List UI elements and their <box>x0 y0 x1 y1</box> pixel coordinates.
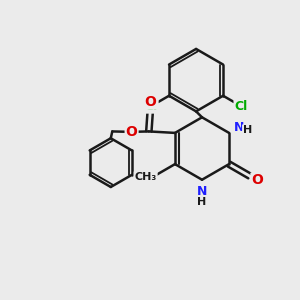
Text: Cl: Cl <box>235 100 248 113</box>
Text: N: N <box>197 184 207 197</box>
Text: H: H <box>197 197 207 207</box>
Text: O: O <box>145 95 157 109</box>
Text: N: N <box>234 121 244 134</box>
Text: H: H <box>243 125 252 135</box>
Text: CH₃: CH₃ <box>134 172 157 182</box>
Text: Cl: Cl <box>144 100 158 113</box>
Text: O: O <box>126 125 137 139</box>
Text: O: O <box>251 173 263 188</box>
